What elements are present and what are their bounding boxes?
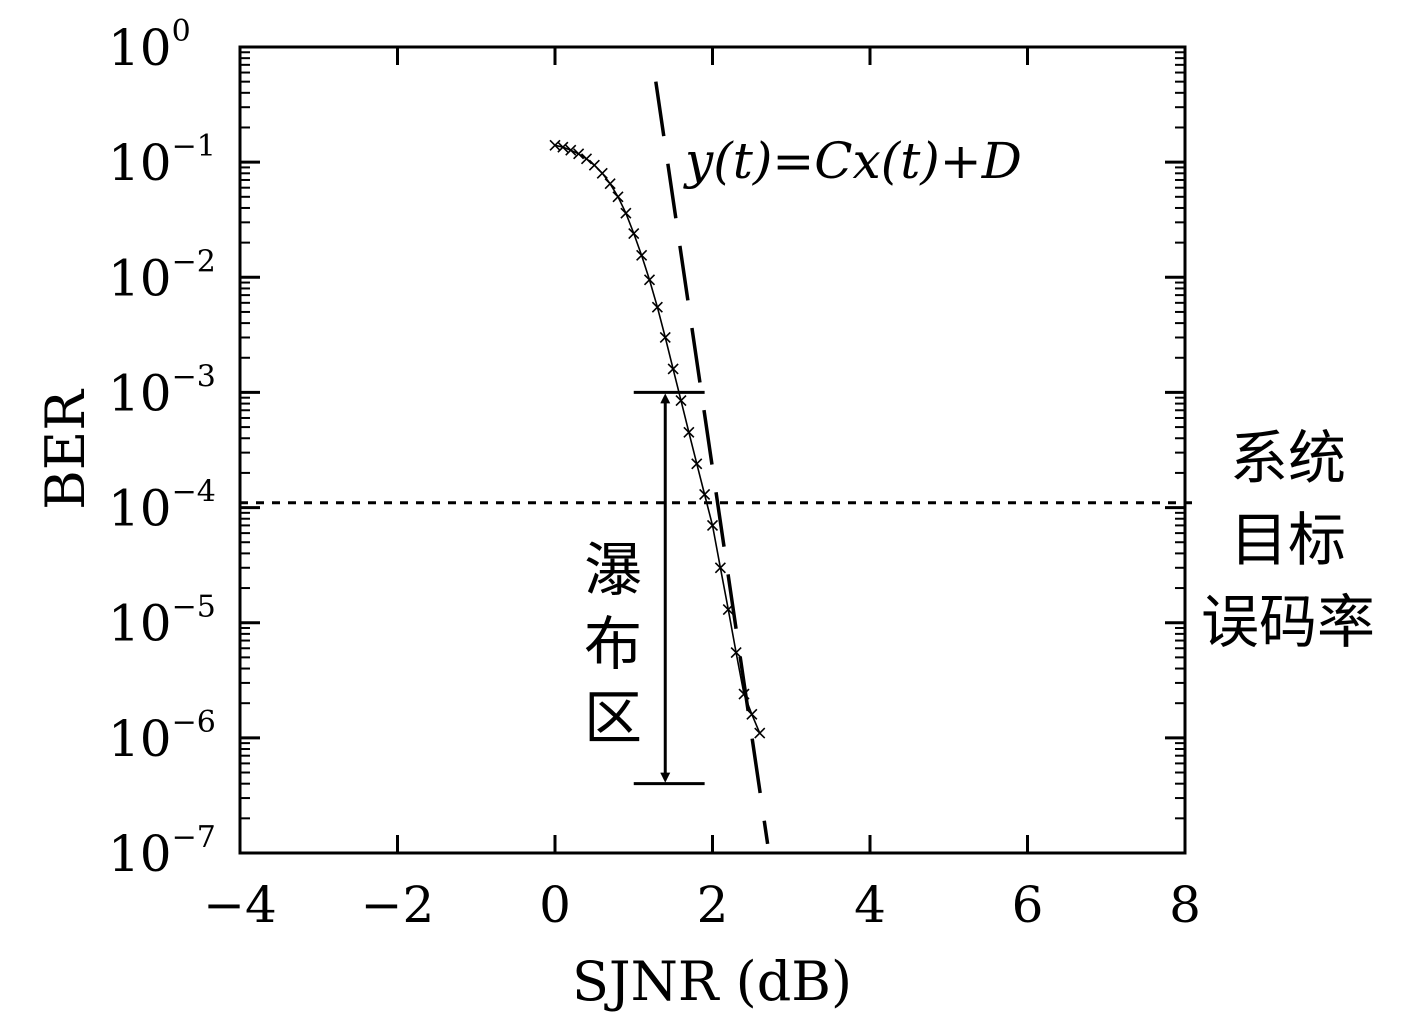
y-tick-label: 10−6 <box>108 705 216 768</box>
y-axis-title: BER <box>34 389 97 510</box>
ber-marker <box>651 301 663 313</box>
x-axis-title: SJNR (dB) <box>572 950 852 1013</box>
y-tick-label: 10−1 <box>108 129 216 192</box>
x-tick-label: −4 <box>203 876 277 934</box>
ber-marker <box>691 458 703 470</box>
fit-label: y(t)=Cx(t)+D <box>683 132 1022 190</box>
ber-marker <box>620 207 632 219</box>
ber-marker <box>636 249 648 261</box>
waterfall-label: 区 <box>584 684 642 752</box>
x-tick-label: 0 <box>539 876 571 934</box>
fit-line <box>654 81 770 845</box>
y-tick-label: 10−3 <box>108 359 216 422</box>
ber-marker <box>754 727 766 739</box>
ber-marker <box>683 426 695 438</box>
ber-marker <box>714 562 726 574</box>
ber-marker <box>565 144 577 156</box>
y-tick-label: 100 <box>108 14 191 77</box>
y-tick-label: 10−7 <box>108 820 216 883</box>
x-tick-label: 8 <box>1169 876 1201 934</box>
target-ber-label: 目标 <box>1230 506 1346 574</box>
y-tick-label: 10−5 <box>108 590 216 653</box>
ber-marker <box>706 519 719 531</box>
target-ber-label: 系统 <box>1230 424 1346 492</box>
ber-marker <box>557 141 569 153</box>
ber-marker <box>675 394 687 407</box>
ber-marker <box>730 647 742 659</box>
ber-marker <box>746 708 758 720</box>
x-tick-label: 4 <box>854 876 886 934</box>
plot-frame <box>238 45 1187 855</box>
y-tick-label: 10−4 <box>108 475 216 538</box>
ber-marker <box>659 331 671 344</box>
ber-marker <box>604 178 616 190</box>
y-tick-label: 10−2 <box>108 244 216 307</box>
waterfall-label: 瀑 <box>584 536 642 604</box>
x-tick-label: −2 <box>361 876 435 934</box>
ber-marker <box>628 227 640 240</box>
ber-marker <box>612 191 624 203</box>
ber-marker <box>580 153 593 165</box>
target-ber-label: 误码率 <box>1201 588 1375 656</box>
ber-marker <box>699 488 711 501</box>
ber-marker <box>643 274 656 286</box>
ber-marker <box>596 167 608 179</box>
x-tick-label: 6 <box>1012 876 1044 934</box>
ber-marker <box>573 148 585 160</box>
ber-marker <box>667 363 679 375</box>
series-layer <box>549 81 770 845</box>
x-tick-label: 2 <box>697 876 729 934</box>
axis-ticks: −4 −2 0 2 4 6 8 100 10−1 10−2 10−3 10−4 10−5 10−6 10−7 <box>108 14 1201 934</box>
waterfall-label: 布 <box>584 610 642 678</box>
